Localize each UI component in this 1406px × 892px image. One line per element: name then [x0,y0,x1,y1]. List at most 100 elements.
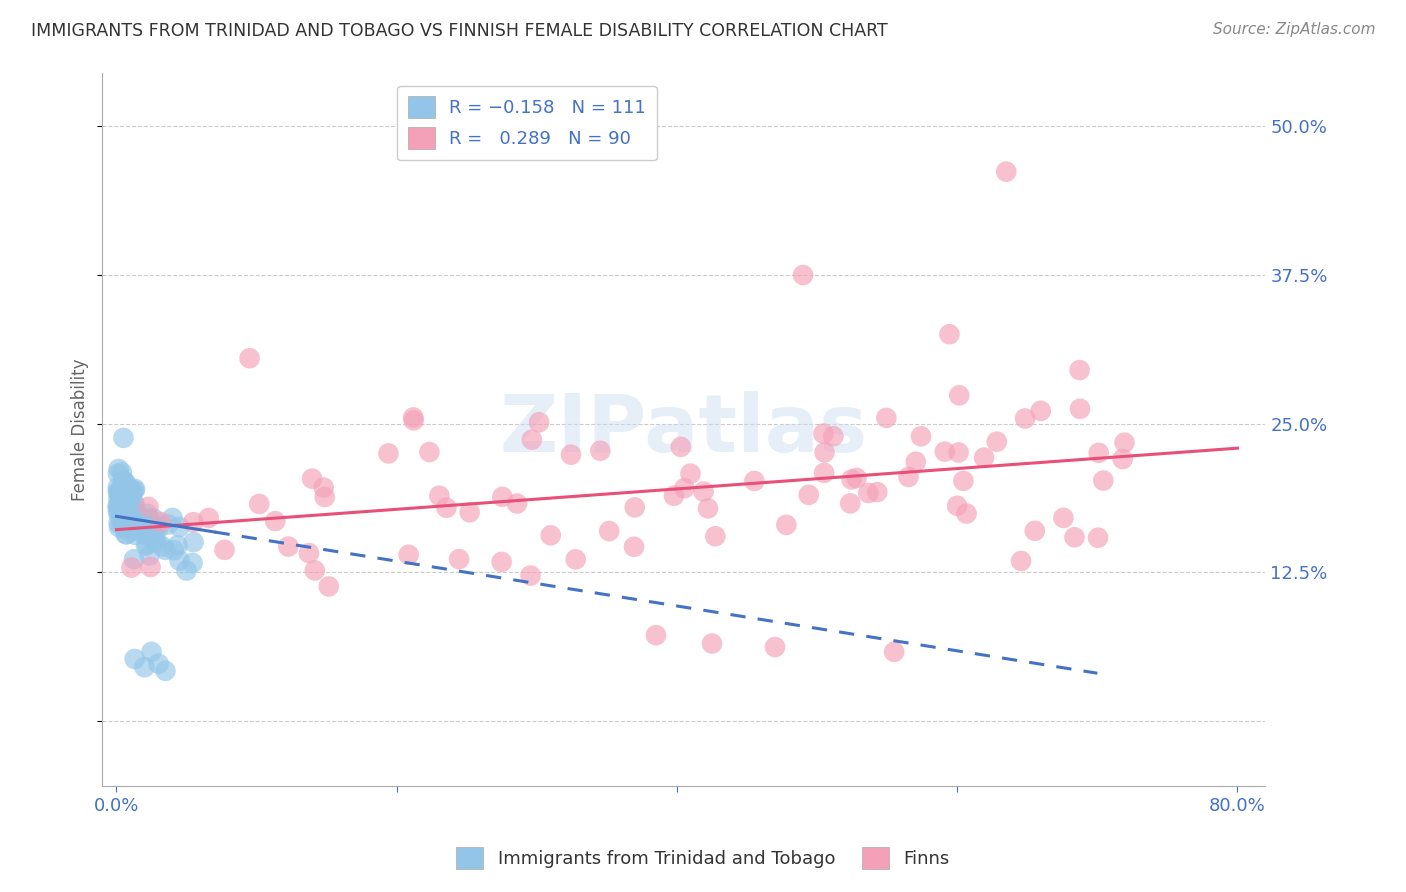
Point [301,472,323,486]
Point [120,514,142,528]
Point [124,483,146,498]
Point [107,504,129,518]
Point [883,645,905,659]
Point [111,517,134,532]
Y-axis label: Female Disability: Female Disability [72,359,89,500]
Point [946,499,969,513]
Point [163,543,186,558]
Point [402,410,425,425]
Point [813,445,835,459]
Point [152,540,174,554]
Point [117,516,139,531]
Point [124,528,146,542]
Point [111,498,134,512]
Point [124,516,146,531]
Point [952,474,974,488]
Point [239,351,262,366]
Point [166,538,188,552]
Point [700,636,723,650]
Point [138,511,160,525]
Point [697,501,720,516]
Point [110,499,132,513]
Point [108,486,131,500]
Point [115,498,138,512]
Point [520,433,543,447]
Point [1024,524,1046,538]
Point [121,484,143,499]
Point [955,507,977,521]
Point [107,516,129,531]
Point [214,542,236,557]
Point [197,511,219,525]
Point [118,510,141,524]
Point [120,560,142,574]
Point [115,476,138,491]
Point [377,446,399,460]
Point [124,497,146,511]
Point [134,527,156,541]
Point [491,490,513,504]
Text: Source: ZipAtlas.com: Source: ZipAtlas.com [1212,22,1375,37]
Point [138,549,160,563]
Point [792,268,814,282]
Point [120,508,142,522]
Point [124,652,146,666]
Point [841,472,863,486]
Point [669,440,692,454]
Point [169,520,191,534]
Point [157,517,180,532]
Point [114,504,136,518]
Point [277,540,299,554]
Point [107,492,129,507]
Point [145,531,167,545]
Point [122,552,145,566]
Point [875,410,897,425]
Point [112,431,135,445]
Point [449,552,471,566]
Point [132,521,155,535]
Point [115,489,138,503]
Point [107,486,129,500]
Point [127,507,149,521]
Point [797,488,820,502]
Point [108,503,131,517]
Point [662,489,685,503]
Text: ZIPatlas: ZIPatlas [501,391,868,468]
Point [813,466,835,480]
Point [145,535,167,549]
Point [491,555,513,569]
Point [131,519,153,533]
Point [132,519,155,533]
Point [560,448,582,462]
Point [112,475,135,489]
Point [429,489,451,503]
Point [120,513,142,527]
Point [120,499,142,513]
Point [127,524,149,538]
Point [112,510,135,524]
Point [149,515,172,529]
Point [121,483,143,498]
Point [139,560,162,574]
Point [673,481,696,495]
Point [117,497,139,511]
Point [1092,474,1115,488]
Point [247,497,270,511]
Point [112,493,135,508]
Point [823,429,845,443]
Point [540,528,562,542]
Point [110,484,132,499]
Point [181,556,204,570]
Point [312,481,335,495]
Point [458,505,481,519]
Point [114,516,136,531]
Point [117,501,139,516]
Point [142,517,165,532]
Point [1052,511,1074,525]
Point [148,521,170,535]
Text: IMMIGRANTS FROM TRINIDAD AND TOBAGO VS FINNISH FEMALE DISABILITY CORRELATION CHA: IMMIGRANTS FROM TRINIDAD AND TOBAGO VS F… [31,22,887,40]
Point [135,522,157,536]
Point [1014,411,1036,425]
Point [141,645,163,659]
Point [623,540,645,554]
